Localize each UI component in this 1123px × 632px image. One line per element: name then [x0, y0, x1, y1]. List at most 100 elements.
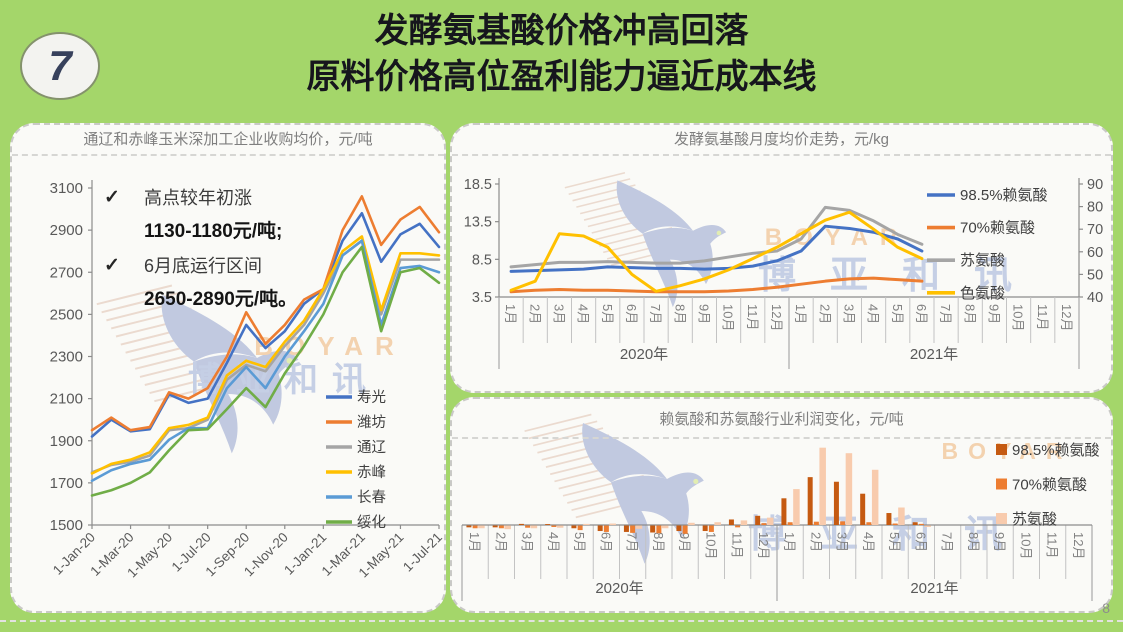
- svg-text:2300: 2300: [50, 349, 83, 366]
- bar-苏氨酸: [845, 453, 853, 525]
- bar-苏氨酸: [924, 525, 931, 527]
- corn-chart-title: 通辽和赤峰玉米深加工企业收购均价，元/吨: [12, 125, 444, 156]
- bird-icon: [616, 180, 727, 308]
- svg-text:3100: 3100: [50, 180, 83, 197]
- svg-text:2700: 2700: [50, 264, 83, 281]
- bar-98.5%赖氨酸: [702, 525, 708, 532]
- annotation-value: 2650-2890元/吨。: [144, 289, 298, 310]
- svg-text:10月: 10月: [1011, 304, 1026, 331]
- bar-70%赖氨酸: [525, 525, 531, 528]
- series-lines: [90, 195, 441, 497]
- bar-70%赖氨酸: [918, 523, 924, 525]
- svg-text:2月: 2月: [817, 304, 832, 324]
- svg-text:3月: 3月: [835, 532, 850, 552]
- svg-text:11月: 11月: [1035, 304, 1050, 331]
- annotation-row: ✓ 6月底运行区间 2650-2890元/吨。: [104, 249, 297, 317]
- bar-98.5%赖氨酸: [571, 525, 577, 529]
- series-lines: [509, 205, 924, 294]
- legend-label: 长春: [357, 489, 386, 506]
- svg-text:7月: 7月: [938, 304, 953, 324]
- check-icon: ✓: [104, 255, 120, 276]
- svg-text:4月: 4月: [576, 304, 591, 324]
- bar-70%赖氨酸: [577, 525, 583, 531]
- svg-text:12月: 12月: [1059, 304, 1074, 331]
- bar-98.5%赖氨酸: [912, 522, 918, 525]
- line-长春: [90, 239, 441, 483]
- legend-label: 寿光: [357, 389, 386, 406]
- legend-label: 70%赖氨酸: [960, 220, 1035, 237]
- slide-title-line1: 发酵氨基酸价格冲高回落: [374, 12, 749, 50]
- profit-panel: 赖氨酸和苏氨酸行业利润变化，元/吨 BOYAR博亚和讯1月2月3月4月5月6月7…: [450, 397, 1113, 613]
- svg-text:3月: 3月: [520, 532, 535, 552]
- corn-price-panel: 通辽和赤峰玉米深加工企业收购均价，元/吨 BOYAR 博亚和讯 3100 2900 27…: [10, 123, 446, 613]
- svg-text:50: 50: [1087, 267, 1103, 283]
- bar-70%赖氨酸: [498, 525, 504, 529]
- svg-text:11月: 11月: [1045, 532, 1060, 559]
- svg-text:3.5: 3.5: [472, 290, 492, 306]
- bar-98.5%赖氨酸: [860, 493, 866, 525]
- svg-text:8月: 8月: [962, 304, 977, 324]
- bar-苏氨酸: [635, 525, 643, 529]
- line-通辽: [90, 239, 441, 474]
- line-70%赖氨酸: [509, 276, 924, 294]
- bar-苏氨酸: [583, 523, 590, 525]
- check-icon: ✓: [104, 187, 120, 208]
- page-number: 8: [1102, 600, 1110, 616]
- svg-text:8月: 8月: [651, 532, 666, 552]
- svg-text:2月: 2月: [808, 532, 823, 552]
- svg-text:90: 90: [1087, 177, 1103, 193]
- svg-text:2100: 2100: [50, 391, 83, 408]
- bar-苏氨酸: [609, 523, 616, 525]
- bottom-divider: [0, 620, 1123, 622]
- svg-text:12月: 12月: [769, 304, 784, 331]
- bar-98.5%赖氨酸: [518, 523, 524, 525]
- bar-98.5%赖氨酸: [781, 498, 787, 525]
- svg-text:5月: 5月: [890, 304, 905, 324]
- year-label: 2020年: [595, 580, 643, 597]
- line-潍坊: [90, 195, 441, 432]
- svg-text:4月: 4月: [861, 532, 876, 552]
- bar-70%赖氨酸: [656, 525, 662, 534]
- bar-苏氨酸: [661, 525, 669, 529]
- legend-label: 苏氨酸: [960, 252, 1005, 269]
- svg-text:3月: 3月: [841, 304, 856, 324]
- bar-苏氨酸: [530, 525, 538, 529]
- bar-98.5%赖氨酸: [545, 524, 551, 525]
- profit-chart-title: 赖氨酸和苏氨酸行业利润变化，元/吨: [452, 399, 1111, 439]
- bar-苏氨酸: [766, 517, 774, 525]
- svg-text:9月: 9月: [696, 304, 711, 324]
- bar-98.5%赖氨酸: [676, 525, 682, 532]
- svg-text:1月: 1月: [467, 532, 482, 552]
- bar-苏氨酸: [793, 489, 800, 525]
- line-绥化: [90, 245, 441, 497]
- svg-text:10月: 10月: [703, 532, 718, 559]
- legend-label: 赤峰: [357, 464, 386, 481]
- bar-70%赖氨酸: [866, 522, 872, 525]
- legend-label: 潍坊: [357, 414, 386, 431]
- line-色氨酸: [509, 210, 924, 293]
- category-axis: 1月 2月 3月 4月 5月 6月 7月 8月 9月 10月 11月 12月 1月 2月 3月 4月 5月 6月 7…: [498, 297, 1080, 369]
- svg-text:9月: 9月: [992, 532, 1007, 552]
- bar-苏氨酸: [504, 525, 511, 530]
- bar-苏氨酸: [871, 469, 879, 525]
- watermark-brand-cn: 博亚和讯: [758, 255, 1046, 297]
- svg-text:18.5: 18.5: [464, 177, 492, 193]
- bar-70%赖氨酸: [787, 522, 793, 525]
- year-label: 2020年: [620, 346, 668, 363]
- svg-text:13.5: 13.5: [464, 215, 492, 231]
- svg-text:4月: 4月: [866, 304, 881, 324]
- svg-text:1500: 1500: [50, 517, 83, 534]
- svg-text:7月: 7月: [625, 532, 640, 552]
- svg-text:9月: 9月: [677, 532, 692, 552]
- bar-98.5%赖氨酸: [623, 525, 629, 532]
- slide-title-line2: 原料价格高位盈利能力逼近成本线: [306, 58, 817, 96]
- line-苏氨酸: [509, 205, 924, 269]
- bar-苏氨酸: [740, 520, 748, 525]
- bar-苏氨酸: [819, 447, 826, 525]
- svg-text:70: 70: [1087, 222, 1103, 238]
- svg-text:1900: 1900: [50, 433, 83, 450]
- bar-苏氨酸: [714, 522, 721, 525]
- legend-label: 70%赖氨酸: [1012, 477, 1087, 494]
